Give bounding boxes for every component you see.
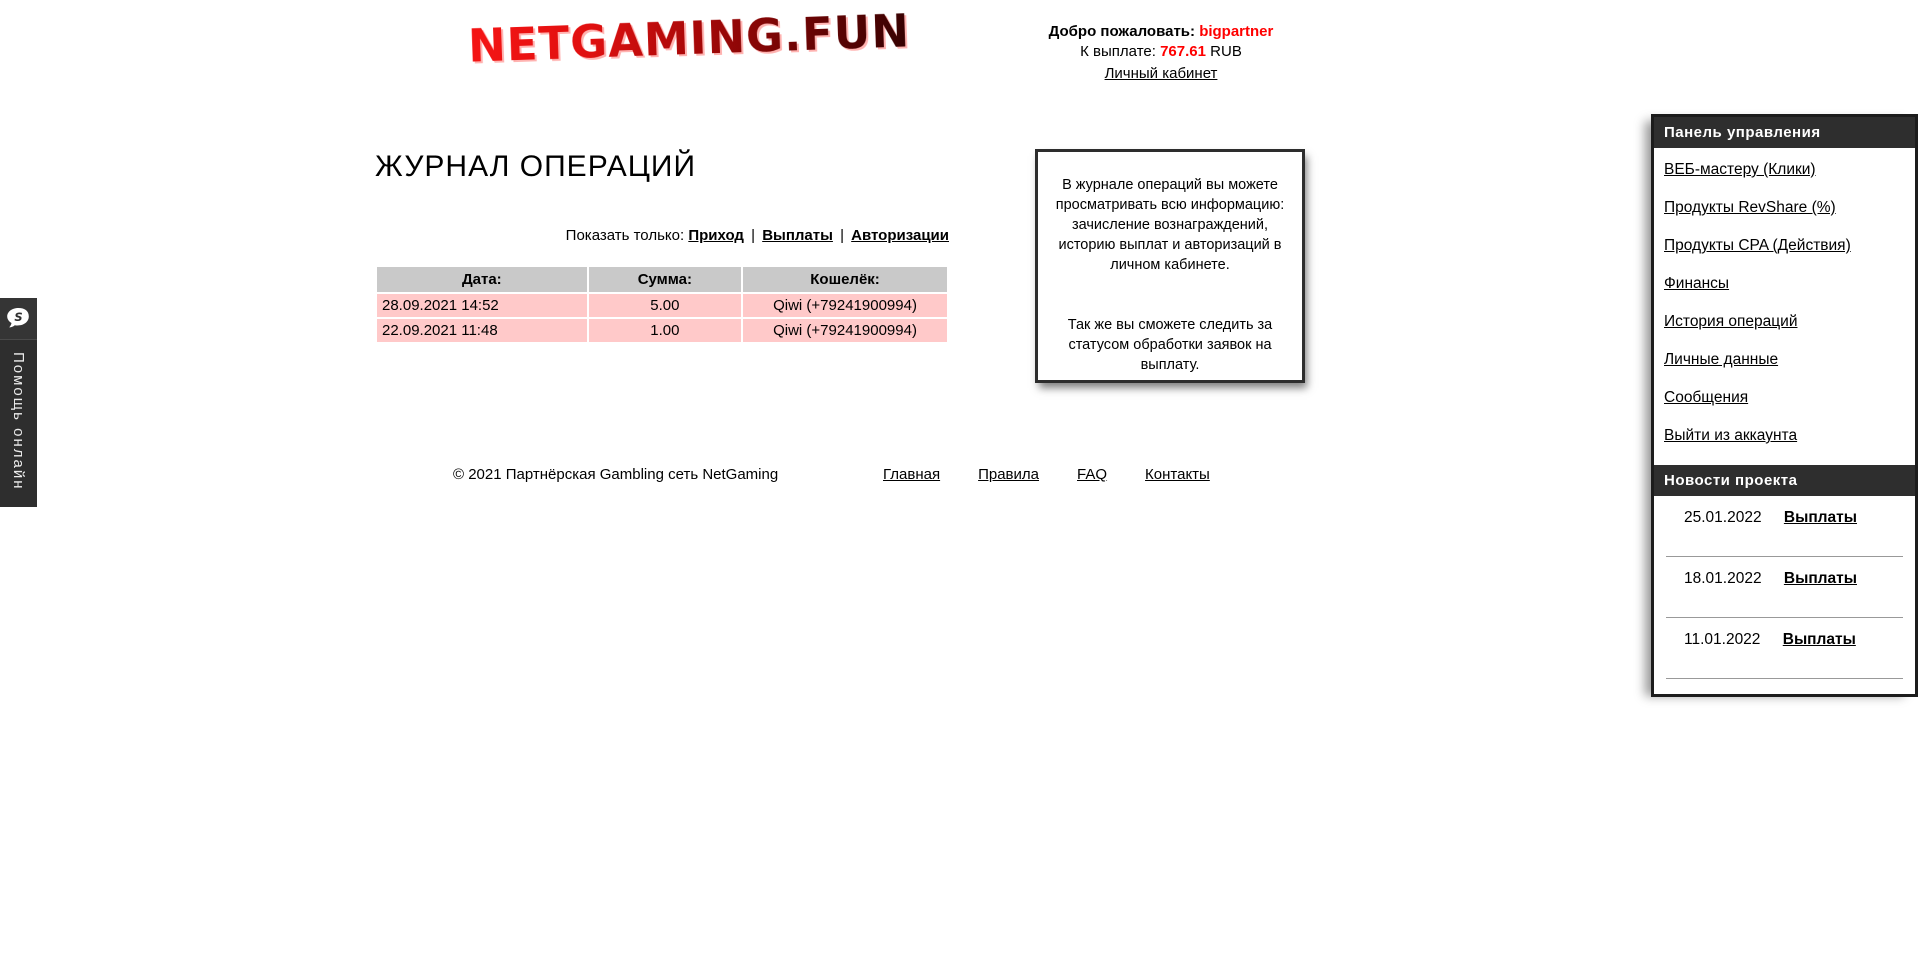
col-header-wallet: Кошелёк: [741, 265, 949, 294]
help-tab-label: Помощь онлайн [10, 352, 27, 491]
welcome-line: Добро пожаловать: bigpartner [1000, 22, 1322, 42]
sidebar-item-webmaster-clicks[interactable]: ВЕБ-мастеру (Клики) [1664, 161, 1816, 178]
news-date: 25.01.2022 [1684, 509, 1762, 526]
news-divider [1666, 556, 1903, 557]
info-paragraph: Так же вы сможете следить за статусом об… [1067, 317, 1273, 373]
news-divider [1666, 678, 1903, 679]
cell-date: 22.09.2021 11:48 [375, 317, 589, 344]
cell-amount: 1.00 [586, 317, 744, 344]
news-item: 11.01.2022 Выплаты [1684, 631, 1915, 649]
site-logo[interactable]: NETGAMING.FUN [467, 4, 911, 72]
news-item: 18.01.2022 Выплаты [1684, 570, 1915, 588]
info-box: В журнале операций вы можете просматрива… [1035, 149, 1305, 383]
table-row: 22.09.2021 11:48 1.00 Qiwi (+79241900994… [375, 317, 949, 344]
chat-bubble-icon: S [0, 298, 37, 340]
filter-bar: Показать только: Приход | Выплаты | Авто… [375, 227, 949, 244]
sidebar-item-finances[interactable]: Финансы [1664, 275, 1730, 292]
sidebar-item-personal-data[interactable]: Личные данные [1664, 351, 1779, 368]
news-list: 25.01.2022 Выплаты 18.01.2022 Выплаты 11… [1654, 509, 1915, 679]
news-item: 25.01.2022 Выплаты [1684, 509, 1915, 527]
welcome-label: Добро пожаловать: [1048, 23, 1196, 40]
payout-currency: RUB [1210, 43, 1242, 60]
main-content: ЖУРНАЛ ОПЕРАЦИЙ Показать только: Приход … [375, 150, 949, 344]
control-panel: Панель управления ВЕБ-мастеру (Клики) Пр… [1651, 114, 1918, 697]
filter-label: Показать только: [565, 227, 685, 244]
page-title: ЖУРНАЛ ОПЕРАЦИЙ [375, 150, 697, 183]
footer-link-contacts[interactable]: Контакты [1145, 466, 1210, 483]
table-header-row: Дата: Сумма: Кошелёк: [375, 265, 949, 294]
footer-link-faq[interactable]: FAQ [1077, 466, 1108, 483]
sidebar-item-messages[interactable]: Сообщения [1664, 389, 1749, 406]
site-logo-text: NETGAMING.FUN [467, 4, 911, 73]
news-title: Новости проекта [1654, 465, 1915, 496]
welcome-panel: Добро пожаловать: bigpartner К выплате: … [1000, 22, 1322, 84]
payout-amount: 767.61 [1160, 43, 1206, 60]
payout-label: К выплате: [1080, 43, 1156, 60]
table-row: 28.09.2021 14:52 5.00 Qiwi (+79241900994… [375, 292, 949, 319]
news-date: 18.01.2022 [1684, 570, 1762, 587]
cell-wallet: Qiwi (+79241900994) [741, 317, 949, 344]
cell-date: 28.09.2021 14:52 [375, 292, 589, 319]
col-header-date: Дата: [375, 265, 589, 294]
col-header-amount: Сумма: [586, 265, 744, 294]
cell-amount: 5.00 [586, 292, 744, 319]
copyright: © 2021 Партнёрская Gambling сеть NetGami… [453, 466, 779, 483]
payout-line: К выплате: 767.61 RUB [1000, 42, 1322, 62]
news-link[interactable]: Выплаты [1783, 570, 1857, 587]
online-help-tab[interactable]: S Помощь онлайн [0, 298, 37, 507]
news-link[interactable]: Выплаты [1782, 631, 1856, 648]
sidebar-item-operations-history[interactable]: История операций [1664, 313, 1798, 330]
personal-cabinet-link[interactable]: Личный кабинет [1104, 65, 1218, 82]
news-link[interactable]: Выплаты [1783, 509, 1857, 526]
footer-link-home[interactable]: Главная [883, 466, 941, 483]
sidebar-item-logout[interactable]: Выйти из аккаунта [1664, 427, 1798, 444]
svg-text:S: S [14, 310, 22, 324]
username: bigpartner [1199, 23, 1274, 40]
sidebar-item-revshare-products[interactable]: Продукты RevShare (%) [1664, 199, 1836, 216]
footer-nav: Главная Правила FAQ Контакты [883, 466, 1210, 483]
panel-title: Панель управления [1654, 117, 1915, 148]
info-paragraph: В журнале операций вы можете просматрива… [1055, 177, 1285, 273]
news-divider [1666, 617, 1903, 618]
filter-payouts-link[interactable]: Выплаты [762, 227, 833, 244]
filter-authorizations-link[interactable]: Авторизации [851, 227, 949, 244]
cell-wallet: Qiwi (+79241900994) [741, 292, 949, 319]
filter-income-link[interactable]: Приход [688, 227, 744, 244]
filter-separator: | [840, 227, 844, 244]
sidebar-item-cpa-products[interactable]: Продукты CPA (Действия) [1664, 237, 1851, 254]
news-date: 11.01.2022 [1684, 631, 1761, 648]
operations-table: Дата: Сумма: Кошелёк: 28.09.2021 14:52 5… [375, 265, 949, 344]
panel-nav: ВЕБ-мастеру (Клики) Продукты RevShare (%… [1654, 148, 1915, 445]
footer-link-rules[interactable]: Правила [978, 466, 1040, 483]
filter-separator: | [751, 227, 756, 244]
